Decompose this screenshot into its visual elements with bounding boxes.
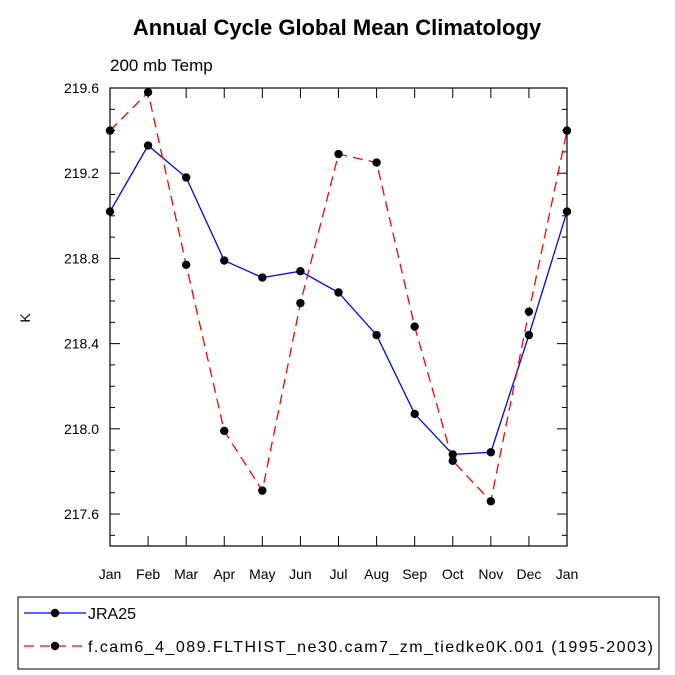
- series-1-point: [181, 260, 191, 270]
- y-tick-label: 219.6: [64, 80, 99, 96]
- series-0-point: [562, 207, 572, 216]
- series-0-point: [105, 207, 115, 216]
- legend-box: [17, 596, 660, 670]
- y-axis-label: K: [17, 313, 33, 323]
- x-tick-label: Aug: [364, 566, 389, 582]
- series-0-point: [220, 256, 229, 265]
- x-tick-label: Jan: [99, 566, 122, 582]
- x-tick-label: Apr: [213, 566, 235, 582]
- x-tick-label: Sep: [402, 566, 427, 582]
- series-1-point: [524, 307, 534, 316]
- series-1-point: [410, 322, 419, 331]
- series-0-point: [143, 141, 153, 150]
- series-0-point: [448, 450, 457, 459]
- series-1-point: [258, 486, 267, 495]
- x-tick-label: Feb: [136, 566, 160, 582]
- series-0-point: [486, 448, 496, 457]
- series-1-point: [486, 497, 496, 506]
- series-1-point: [562, 126, 572, 135]
- series-1-point: [334, 149, 343, 159]
- series-0-point: [410, 409, 419, 419]
- series-1-point: [448, 456, 457, 465]
- series-1-point: [220, 426, 229, 436]
- x-tick-label: Nov: [478, 566, 503, 582]
- y-tick-label: 219.2: [64, 165, 99, 181]
- x-tick-label: Oct: [442, 566, 464, 582]
- series-0-point: [372, 330, 381, 340]
- x-tick-label: Jan: [556, 566, 579, 582]
- x-tick-label: Dec: [516, 566, 541, 582]
- legend-label-1: f.cam6_4_089.FLTHIST_ne30.cam7_zm_tiedke…: [88, 639, 653, 656]
- series-0-point: [334, 288, 343, 297]
- series-line-0: [109, 144, 568, 456]
- series-0-point: [181, 173, 191, 182]
- y-tick-label: 217.6: [64, 506, 99, 522]
- x-tick-label: Mar: [174, 566, 198, 582]
- y-tick-label: 218.8: [64, 250, 99, 266]
- chart-title: Annual Cycle Global Mean Climatology: [133, 15, 542, 40]
- y-tick-label: 218.4: [64, 336, 99, 352]
- x-tick-label: Jun: [289, 566, 312, 582]
- legend-marker-0: [50, 608, 60, 618]
- x-tick-label: May: [249, 566, 275, 582]
- chart-subtitle: 200 mb Temp: [110, 56, 213, 75]
- legend-marker-1: [50, 641, 60, 651]
- series-1-point: [296, 298, 305, 308]
- series-0-point: [524, 330, 534, 340]
- series-1-point: [372, 158, 381, 167]
- series-0-point: [296, 267, 305, 276]
- x-tick-label: Jul: [330, 566, 348, 582]
- series-1-point: [105, 126, 115, 135]
- y-tick-label: 218.0: [64, 421, 99, 437]
- legend-label-0: JRA25: [88, 606, 136, 623]
- series-1-point: [143, 88, 153, 97]
- series-0-point: [258, 273, 267, 282]
